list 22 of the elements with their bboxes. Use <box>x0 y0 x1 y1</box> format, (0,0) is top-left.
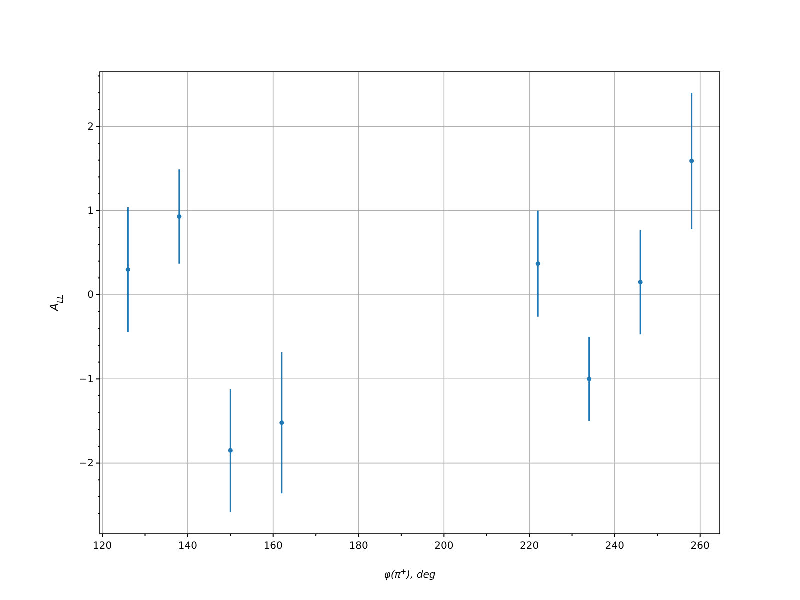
x-tick-label: 260 <box>690 541 710 552</box>
x-axis-title: φ(π$^{+}$), deg <box>384 568 436 581</box>
x-tick-label: 220 <box>520 541 540 552</box>
x-tick-label: 140 <box>178 541 198 552</box>
x-tick-label: 200 <box>434 541 454 552</box>
y-tick-label: 1 <box>88 206 94 218</box>
x-tick-label: 120 <box>93 541 112 552</box>
point <box>536 262 540 266</box>
x-tick-label: 240 <box>605 541 625 552</box>
point <box>638 280 643 285</box>
x-tick-label: 160 <box>264 541 283 552</box>
point <box>280 420 284 426</box>
point <box>177 214 182 219</box>
point <box>126 268 130 272</box>
y-tick-label: −1 <box>79 374 94 386</box>
point <box>690 158 694 164</box>
y-tick-label: 0 <box>88 290 94 302</box>
y-tick-label: −2 <box>79 458 94 470</box>
point <box>228 448 233 453</box>
x-tick-label: 180 <box>349 541 368 552</box>
y-tick-label: 2 <box>88 122 94 133</box>
point <box>587 376 592 382</box>
